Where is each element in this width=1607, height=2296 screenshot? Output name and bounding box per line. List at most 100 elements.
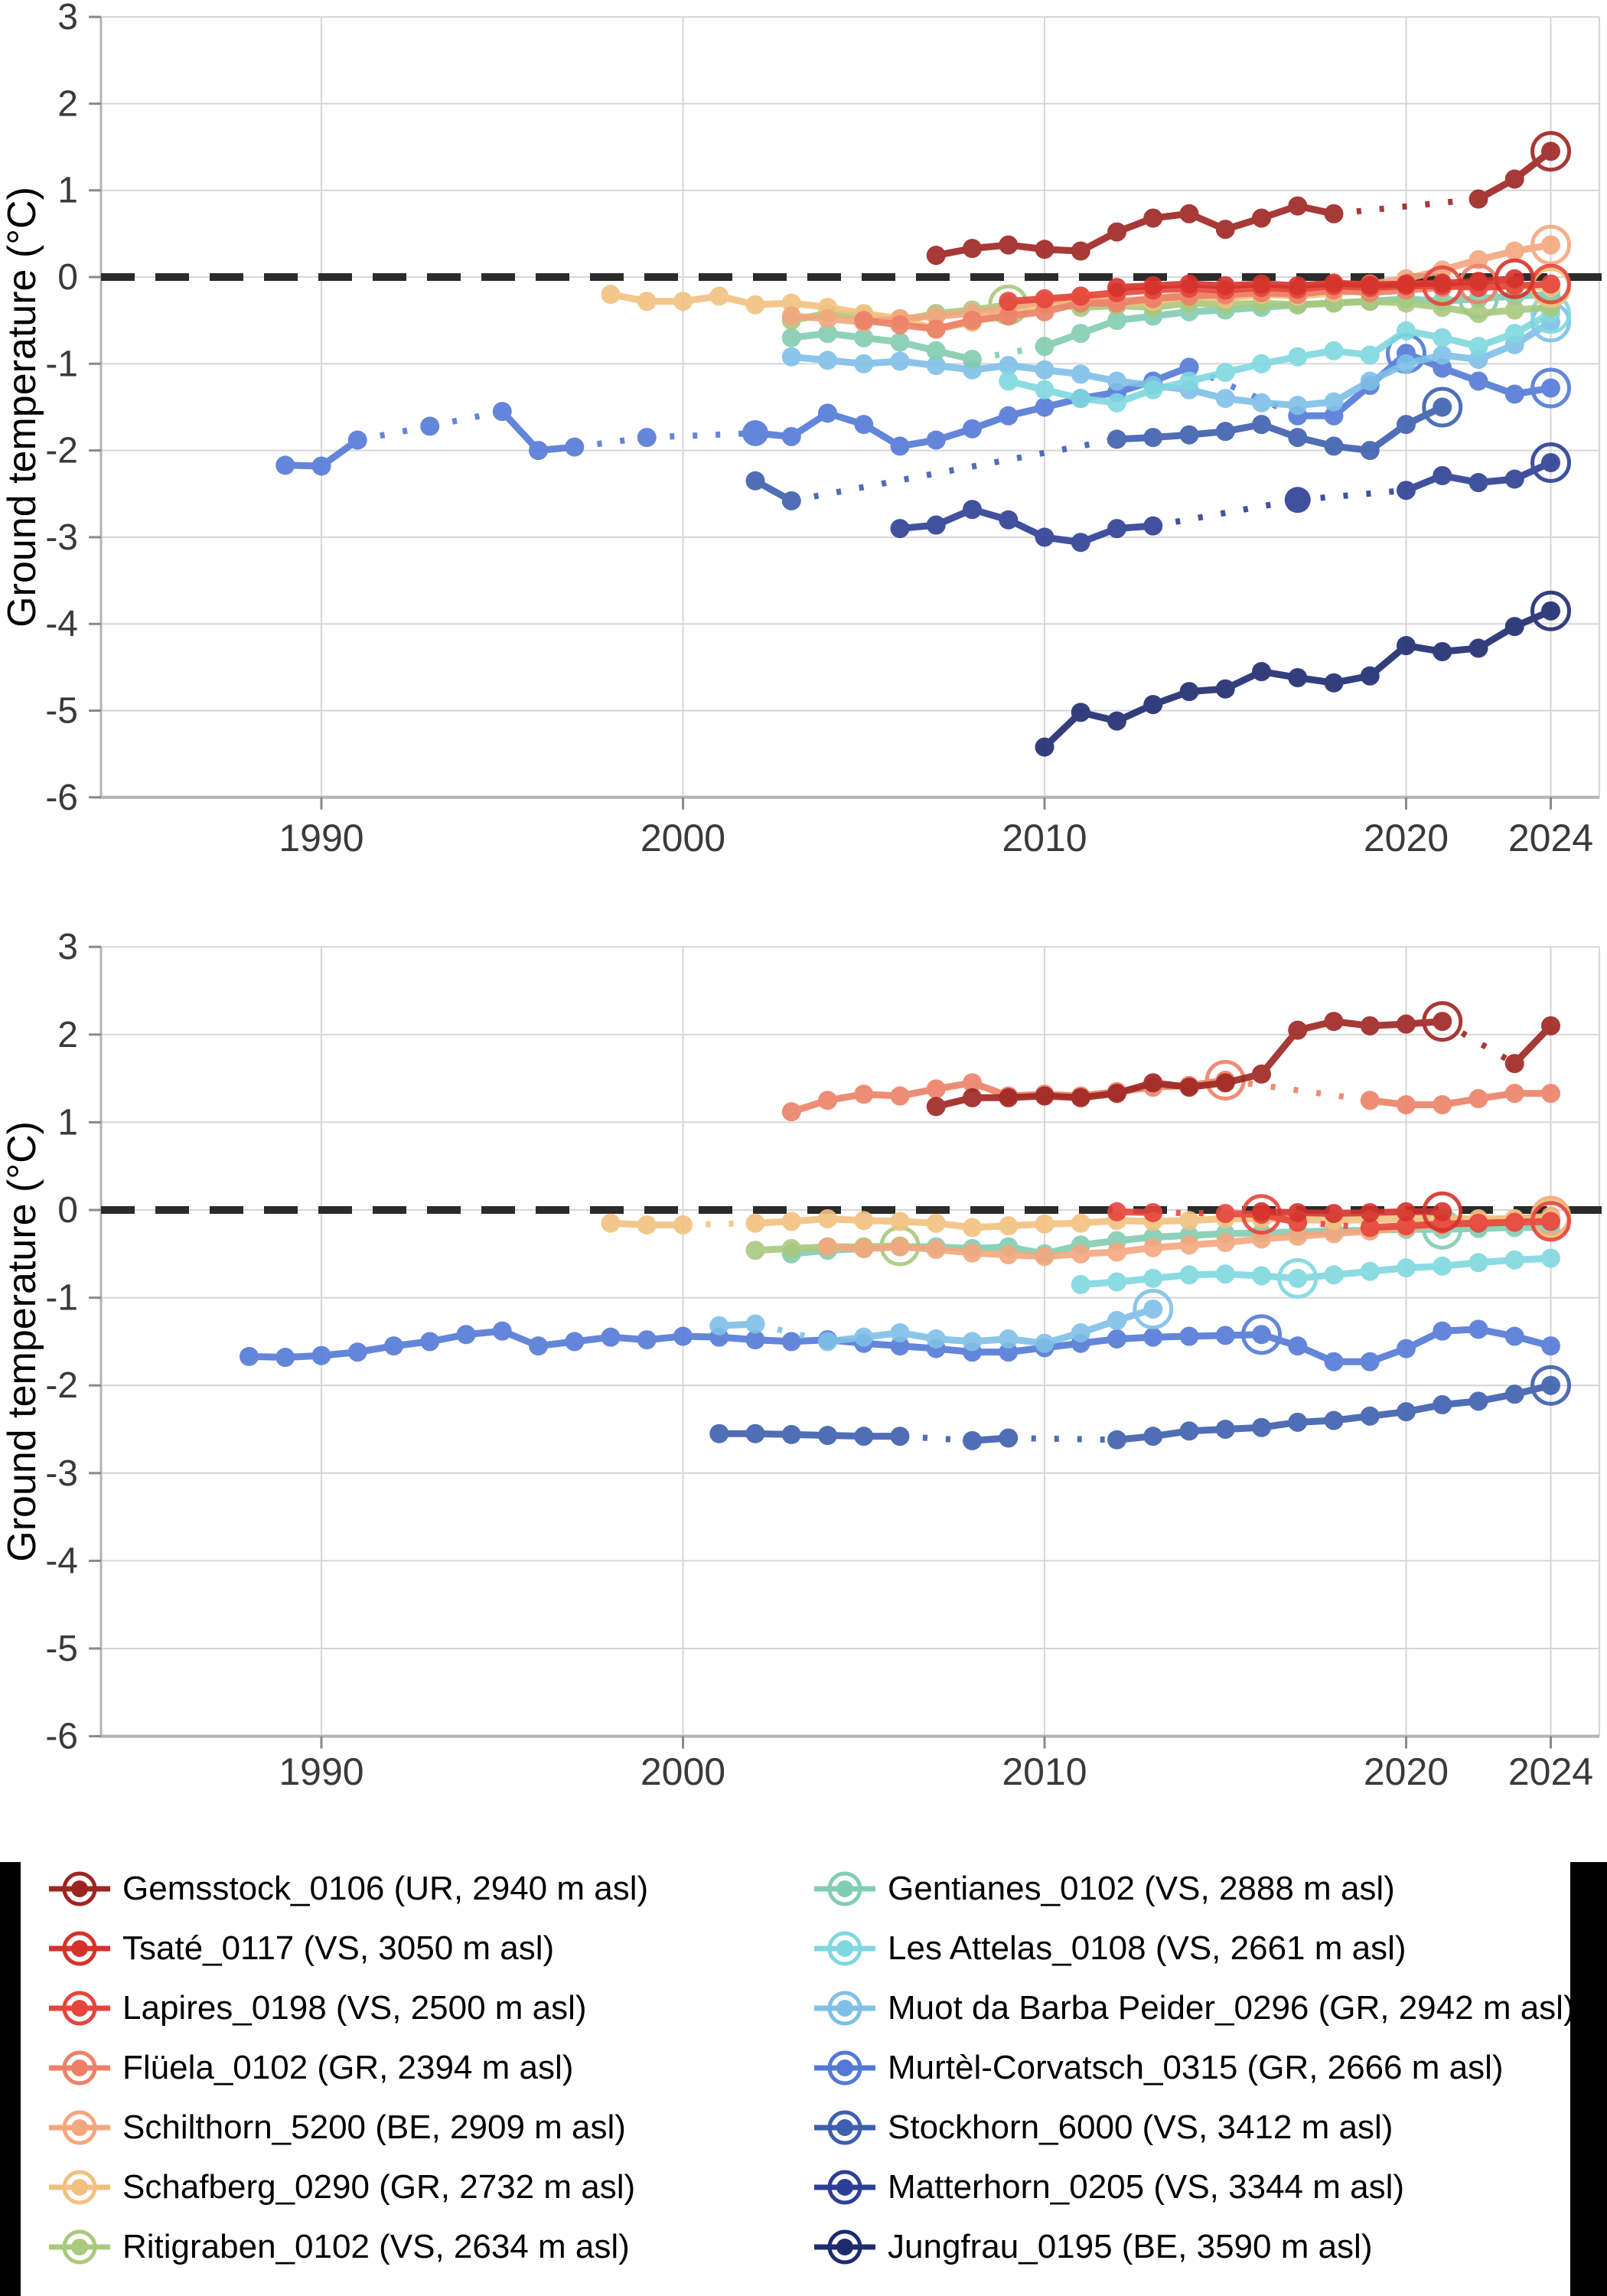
data-point xyxy=(1179,204,1199,223)
data-point xyxy=(818,308,837,328)
chart-panel-top: 3 2 1 0 -1 -2 -3 -4 -5 -6 1990 2000 2010 2020 2024 Grou… xyxy=(0,0,1605,859)
series-segment xyxy=(683,1220,756,1228)
data-point xyxy=(1071,324,1090,344)
y-axis-title: Ground temperature (°C) xyxy=(0,1121,44,1562)
legend-label: Jungfrau_0195 (BE, 3590 m asl) xyxy=(888,2228,1373,2265)
data-point xyxy=(890,1427,910,1446)
data-point xyxy=(1071,1274,1090,1294)
x-tick-label: 2010 xyxy=(1002,1750,1087,1793)
data-point xyxy=(1433,397,1452,417)
data-point xyxy=(745,295,765,315)
data-point xyxy=(709,1424,729,1443)
latest-year-circle-marker xyxy=(1277,1257,1319,1299)
legend-label: Les Attelas_0108 (VS, 2661 m asl) xyxy=(888,1929,1407,1967)
chart-legend: Gemsstock_0106 (UR, 2940 m asl) Tsaté_011… xyxy=(0,1855,1607,2296)
data-point xyxy=(963,1243,982,1263)
data-point xyxy=(999,292,1019,311)
data-point xyxy=(420,1332,440,1352)
data-point xyxy=(1397,1339,1416,1358)
data-point xyxy=(1071,1213,1090,1233)
data-point xyxy=(1071,533,1090,553)
data-point xyxy=(1360,275,1380,295)
data-point xyxy=(1107,1310,1126,1330)
data-point xyxy=(1284,487,1311,514)
data-point xyxy=(890,436,910,456)
data-point xyxy=(1504,1212,1524,1232)
data-point xyxy=(1468,1213,1488,1233)
data-point xyxy=(1324,1265,1344,1285)
series-segment xyxy=(899,1433,973,1444)
latest-year-circle-marker xyxy=(1133,1288,1174,1329)
data-point xyxy=(745,1424,765,1443)
data-point xyxy=(1433,1394,1452,1414)
data-point xyxy=(890,1086,910,1106)
data-point xyxy=(1397,636,1416,656)
data-point xyxy=(926,341,946,360)
data-point xyxy=(601,285,621,305)
data-point xyxy=(781,491,801,510)
legend-series-icon xyxy=(49,2170,110,2205)
data-point xyxy=(818,1237,837,1257)
x-tick-label: 2010 xyxy=(1002,817,1087,859)
data-point xyxy=(1360,345,1380,365)
legend-item: Jungfrau_0195 (BE, 3590 m asl) xyxy=(813,2224,1373,2270)
data-point xyxy=(1252,1202,1271,1221)
data-point xyxy=(926,1097,946,1117)
data-point xyxy=(818,1091,837,1110)
data-point xyxy=(311,1345,331,1365)
y-tick-label: 2 xyxy=(57,83,78,124)
data-point xyxy=(1215,276,1235,295)
data-point xyxy=(1143,380,1163,400)
data-point xyxy=(1468,1319,1488,1339)
data-point xyxy=(1215,1232,1235,1252)
data-point xyxy=(1252,208,1271,228)
y-tick-label: 2 xyxy=(57,1015,78,1055)
data-point xyxy=(1179,682,1199,702)
data-point xyxy=(999,306,1019,326)
latest-year-circle-marker xyxy=(1530,442,1571,483)
data-point xyxy=(963,1430,982,1450)
legend-item: Schilthorn_5200 (BE, 2909 m asl) xyxy=(47,2105,626,2151)
data-point xyxy=(1433,465,1452,485)
data-point xyxy=(1433,1012,1452,1032)
data-point xyxy=(1107,278,1126,298)
data-point xyxy=(1433,1256,1452,1276)
data-point xyxy=(1504,1084,1524,1104)
data-point xyxy=(1324,204,1344,223)
data-point xyxy=(1107,519,1126,539)
series-segment xyxy=(357,422,431,443)
data-point xyxy=(1397,1094,1416,1114)
data-point xyxy=(1468,304,1488,324)
data-point xyxy=(1179,1421,1199,1441)
data-point xyxy=(1107,1084,1126,1104)
data-point xyxy=(890,351,910,371)
data-point xyxy=(854,1238,874,1258)
data-point xyxy=(1107,393,1126,413)
series-segment xyxy=(1224,1077,1371,1104)
data-point xyxy=(1504,169,1524,189)
data-point xyxy=(854,328,874,347)
data-point xyxy=(1504,469,1524,489)
data-point xyxy=(492,402,512,422)
data-point xyxy=(818,1426,837,1446)
series-segment xyxy=(429,408,504,429)
data-point xyxy=(1468,189,1488,209)
data-point xyxy=(1143,276,1163,295)
data-point xyxy=(926,1079,946,1099)
data-point xyxy=(854,354,874,373)
data-point xyxy=(1541,235,1560,255)
x-tick-label: 2020 xyxy=(1364,1750,1449,1793)
data-point xyxy=(1179,274,1199,294)
data-point xyxy=(1071,241,1090,261)
legend-series-icon xyxy=(49,1871,110,1906)
series-segment xyxy=(1440,1019,1517,1067)
data-point xyxy=(854,311,874,331)
data-point xyxy=(1288,1412,1308,1432)
data-point xyxy=(1504,1384,1524,1404)
data-point xyxy=(1360,1091,1380,1110)
data-point xyxy=(1360,441,1380,461)
data-point xyxy=(1215,1073,1235,1093)
legend-series-icon xyxy=(49,1931,110,1966)
series-Les Attelas_0108 xyxy=(1071,1248,1560,1299)
